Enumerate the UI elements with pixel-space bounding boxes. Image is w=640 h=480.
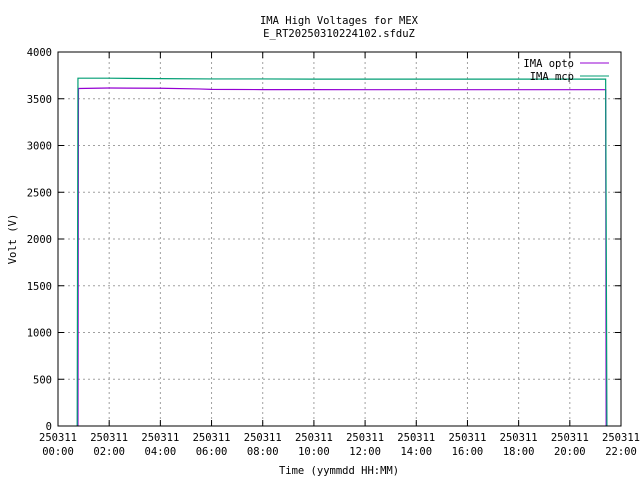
y-tick-labels: 0 500 1000 1500 2000 2500 3000 3500 4000 <box>27 47 52 433</box>
legend-label-ima-opto: IMA opto <box>523 58 574 70</box>
x-tick-label-time: 14:00 <box>400 446 432 458</box>
x-tick-label-time: 10:00 <box>298 446 330 458</box>
x-tick-label-date: 250311 <box>448 432 486 444</box>
y-tick-label: 1500 <box>27 281 52 293</box>
x-tick-label-date: 250311 <box>551 432 589 444</box>
x-tick-label-time: 04:00 <box>145 446 177 458</box>
series-layer <box>76 77 608 427</box>
x-tick-label-date: 250311 <box>244 432 282 444</box>
x-tick-label-date: 250311 <box>90 432 128 444</box>
legend: IMA opto IMA mcp <box>523 58 609 83</box>
y-axis-label: Volt (V) <box>7 214 19 265</box>
y-tick-label: 2000 <box>27 234 52 246</box>
x-tick-label-time: 22:00 <box>605 446 637 458</box>
ticks <box>57 51 622 427</box>
x-tick-label-time: 12:00 <box>349 446 381 458</box>
y-tick-label: 3000 <box>27 141 52 153</box>
chart-title-line1: IMA High Voltages for MEX <box>260 15 419 27</box>
x-tick-label-date: 250311 <box>295 432 333 444</box>
y-tick-label: 3500 <box>27 94 52 106</box>
x-tick-label-date: 250311 <box>397 432 435 444</box>
x-tick-label-date: 250311 <box>141 432 179 444</box>
x-tick-label-time: 16:00 <box>452 446 484 458</box>
series-line-ima-mcp <box>76 77 608 427</box>
x-tick-labels: 250311 00:00 250311 02:00 250311 04:00 250311 0… <box>39 432 640 458</box>
x-tick-label-time: 08:00 <box>247 446 279 458</box>
legend-label-ima-mcp: IMA mcp <box>530 71 574 83</box>
x-tick-label-date: 250311 <box>39 432 77 444</box>
y-tick-label: 1000 <box>27 328 52 340</box>
y-tick-label: 0 <box>46 421 52 433</box>
x-tick-label-time: 02:00 <box>93 446 125 458</box>
x-tick-label-date: 250311 <box>602 432 640 444</box>
y-tick-label: 2500 <box>27 187 52 199</box>
x-tick-label-time: 00:00 <box>42 446 74 458</box>
chart-title-line2: E_RT20250310224102.sfduZ <box>263 28 415 40</box>
x-tick-label-time: 18:00 <box>503 446 535 458</box>
x-tick-label-date: 250311 <box>193 432 231 444</box>
x-axis-label: Time (yymmdd HH:MM) <box>279 465 399 477</box>
x-tick-label-time: 20:00 <box>554 446 586 458</box>
series-line-ima-opto <box>77 87 607 427</box>
x-tick-label-date: 250311 <box>500 432 538 444</box>
y-tick-label: 4000 <box>27 47 52 59</box>
x-tick-label-time: 06:00 <box>196 446 228 458</box>
grid <box>58 52 621 426</box>
y-tick-label: 500 <box>33 374 52 386</box>
x-tick-label-date: 250311 <box>346 432 384 444</box>
